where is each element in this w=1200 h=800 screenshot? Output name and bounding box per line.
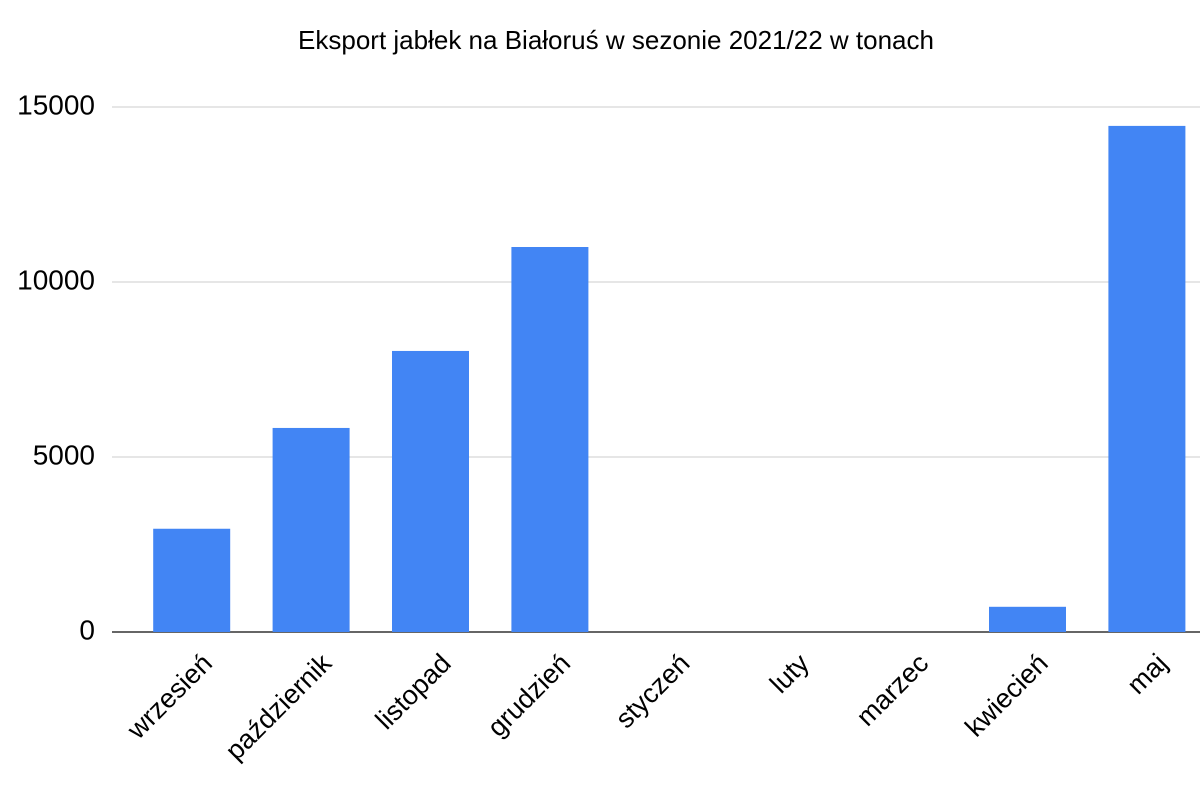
bar xyxy=(511,247,589,632)
y-tick-label: 15000 xyxy=(17,89,95,120)
y-tick-label: 10000 xyxy=(17,264,95,295)
y-tick-label: 5000 xyxy=(33,439,95,470)
bar xyxy=(1108,125,1186,633)
bar xyxy=(153,528,231,632)
chart-title: Eksport jabłek na Białoruś w sezonie 202… xyxy=(298,25,934,55)
bar xyxy=(392,350,469,632)
y-tick-label: 0 xyxy=(79,614,95,645)
bar xyxy=(272,427,350,632)
bar xyxy=(989,606,1066,632)
